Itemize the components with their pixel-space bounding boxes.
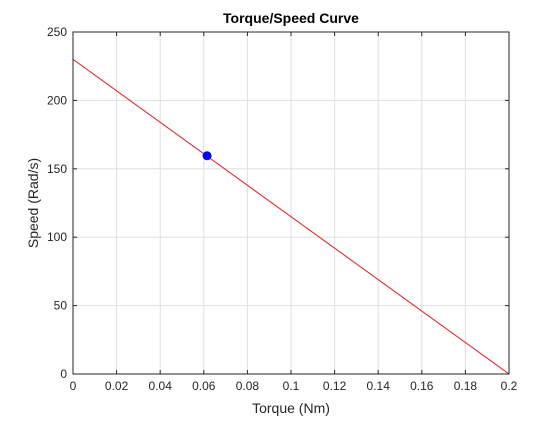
x-tick-label: 0.14 — [367, 379, 391, 393]
x-tick-label: 0.06 — [192, 379, 216, 393]
y-tick-label: 200 — [47, 93, 67, 107]
x-axis-label: Torque (Nm) — [252, 400, 330, 416]
x-tick-label: 0.1 — [283, 379, 300, 393]
tick-layer: 0 0.02 0.04 0.06 0.08 0.1 0.12 0.14 0.16 0.18 0.2 0… — [47, 25, 518, 393]
torque-speed-line — [72, 58, 510, 375]
x-tick-label: 0.04 — [149, 379, 173, 393]
x-tick-label: 0.16 — [410, 379, 434, 393]
y-tick-label: 50 — [54, 299, 68, 313]
chart-title: Torque/Speed Curve — [223, 10, 359, 26]
x-tick-label: 0.02 — [105, 379, 129, 393]
y-tick-label: 150 — [47, 162, 67, 176]
x-tick-label: 0.18 — [454, 379, 478, 393]
x-tick-label: 0.12 — [323, 379, 347, 393]
y-axis-label: Speed (Rad/s) — [25, 158, 41, 248]
x-tick-label: 0 — [70, 379, 77, 393]
data-layer — [72, 58, 510, 375]
y-tick-label: 250 — [47, 25, 67, 39]
x-tick-label: 0.08 — [236, 379, 260, 393]
y-tick-label: 100 — [47, 230, 67, 244]
x-tick-label: 0.2 — [501, 379, 518, 393]
operating-point-marker — [202, 151, 212, 161]
y-tick-label: 0 — [60, 367, 67, 381]
